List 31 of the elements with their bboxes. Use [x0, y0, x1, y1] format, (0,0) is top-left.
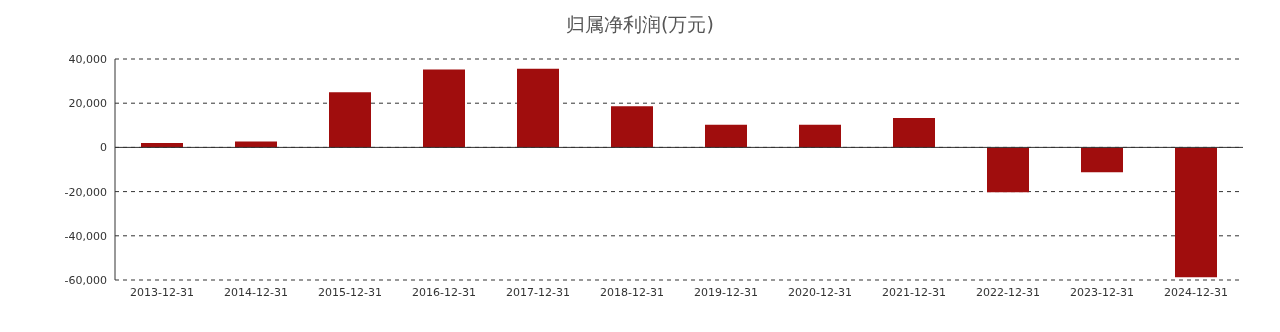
bar	[987, 147, 1029, 193]
bar	[141, 142, 183, 148]
x-tick-label: 2020-12-31	[788, 285, 852, 299]
x-tick-label: 2015-12-31	[318, 285, 382, 299]
bar	[705, 124, 747, 148]
bar	[1081, 147, 1123, 173]
bar	[893, 118, 935, 148]
x-tick-label: 2021-12-31	[882, 285, 946, 299]
bar	[1175, 147, 1217, 278]
x-tick-label: 2019-12-31	[694, 285, 758, 299]
y-tick-label: -20,000	[64, 185, 107, 199]
y-tick-label: -60,000	[64, 273, 107, 287]
x-tick-label: 2017-12-31	[506, 285, 570, 299]
y-tick-label: 40,000	[68, 52, 107, 66]
bar	[329, 92, 371, 148]
x-tick-label: 2016-12-31	[412, 285, 476, 299]
x-tick-label: 2018-12-31	[600, 285, 664, 299]
y-tick-label: -40,000	[64, 229, 107, 243]
x-tick-label: 2022-12-31	[976, 285, 1040, 299]
x-tick-label: 2013-12-31	[130, 285, 194, 299]
bar	[235, 141, 277, 148]
x-tick-label: 2014-12-31	[224, 285, 288, 299]
y-tick-label: 0	[100, 141, 107, 155]
x-tick-label: 2023-12-31	[1070, 285, 1134, 299]
chart-title: 归属净利润(万元)	[565, 12, 715, 37]
bar	[423, 69, 465, 148]
x-tick-label: 2024-12-31	[1164, 285, 1228, 299]
bar	[611, 106, 653, 148]
y-tick-label: 20,000	[68, 97, 107, 111]
bar	[799, 124, 841, 148]
bar	[517, 68, 559, 148]
